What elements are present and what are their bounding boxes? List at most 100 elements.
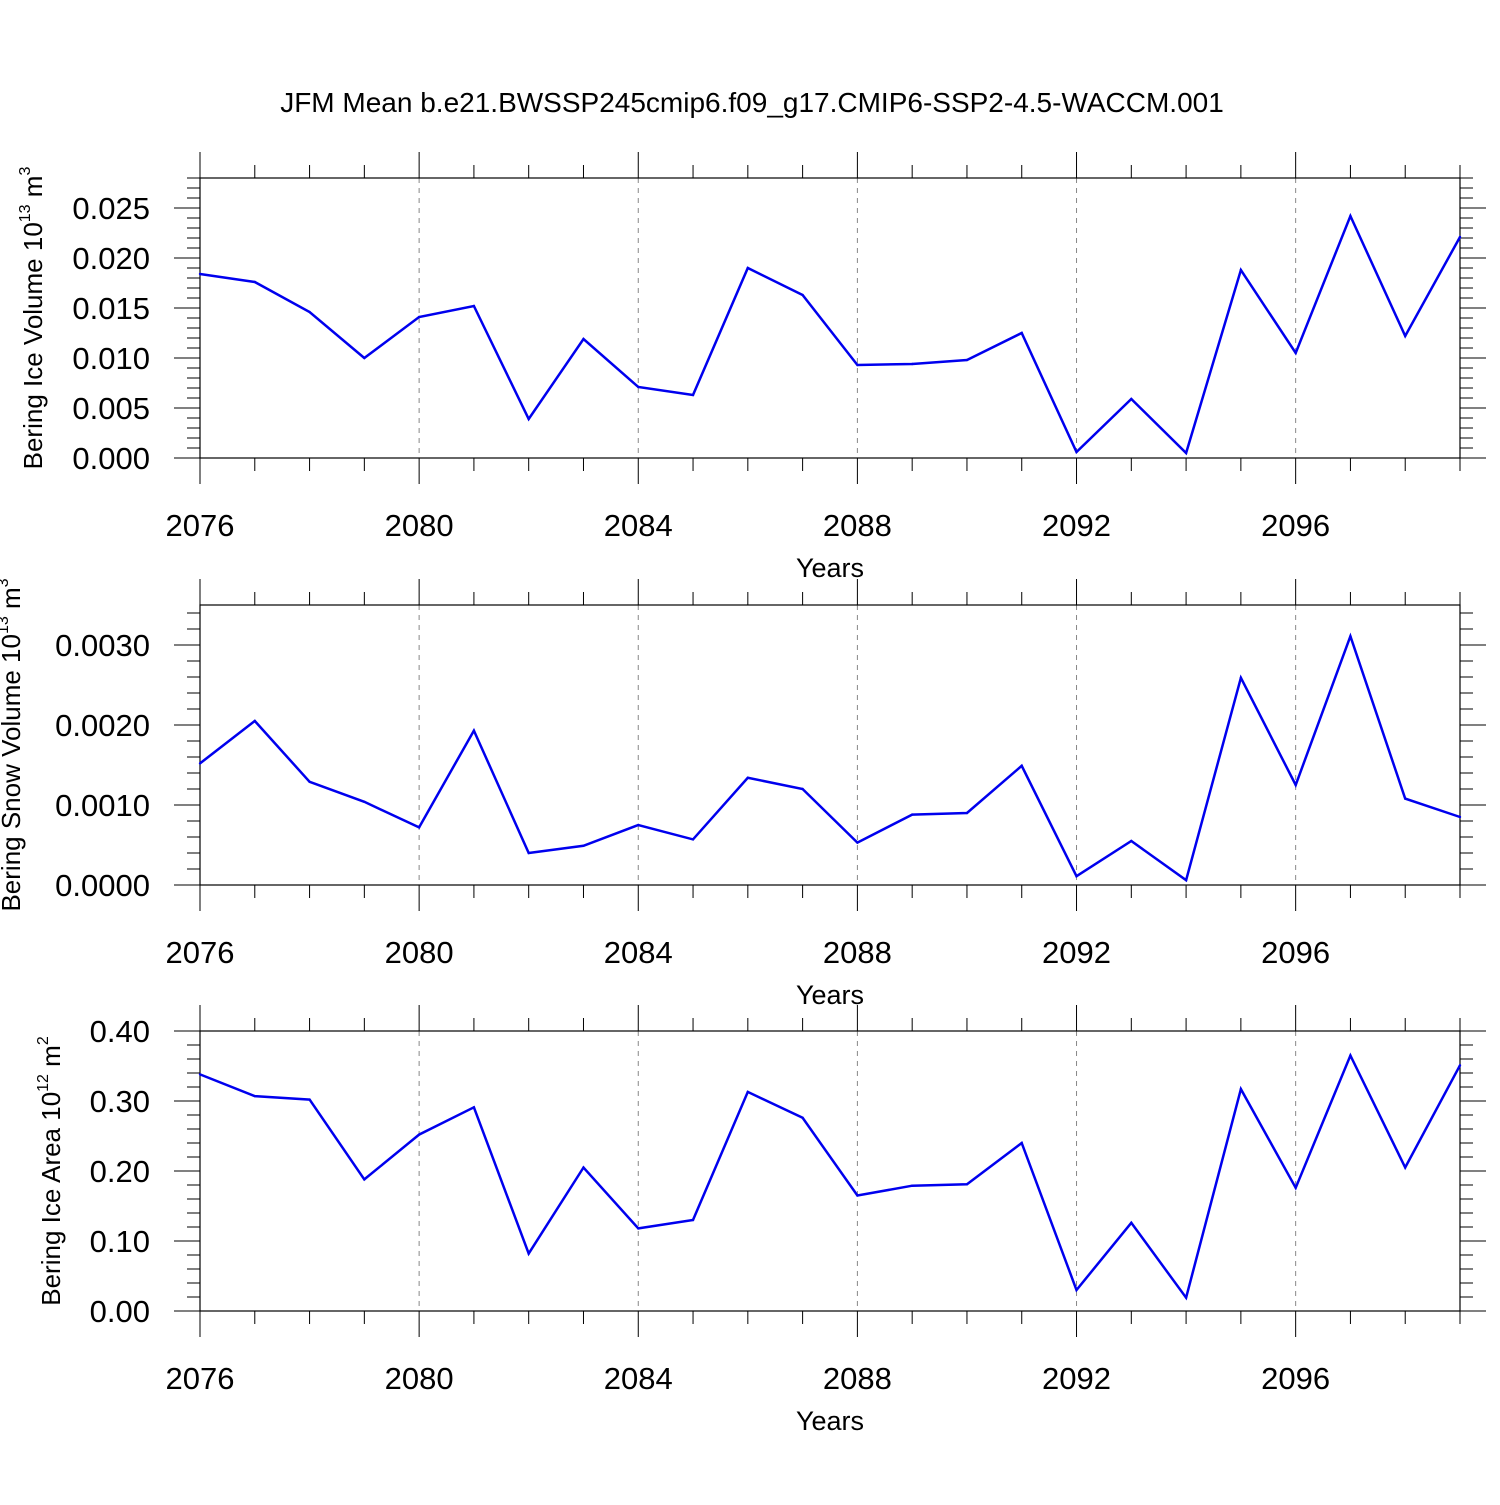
data-point <box>1458 815 1462 819</box>
x-tick-label: 2092 <box>1042 935 1111 970</box>
data-point <box>527 851 530 855</box>
y-axis-label-unit-exponent: 2 <box>35 1036 52 1045</box>
data-point <box>1130 1221 1133 1225</box>
x-tick-label: 2076 <box>166 508 235 543</box>
x-tick-label: 2080 <box>385 1361 454 1396</box>
y-tick-label: 0.30 <box>90 1084 150 1119</box>
data-point <box>198 272 202 276</box>
data-point <box>637 823 640 827</box>
data-point <box>417 1133 421 1136</box>
x-axis-label: Years <box>796 980 864 1010</box>
x-tick-label: 2076 <box>166 935 235 970</box>
y-axis-label-text: Bering Snow Volume 10 <box>0 634 26 912</box>
plot-frame <box>199 604 1461 886</box>
data-point <box>1075 875 1078 878</box>
data-point <box>746 266 750 270</box>
y-tick-label: 0.40 <box>90 1014 150 1049</box>
data-point <box>1184 451 1188 455</box>
x-tick-label: 2084 <box>604 1361 673 1396</box>
series-line <box>199 1052 1462 1301</box>
data-point <box>198 1073 202 1076</box>
data-point <box>472 729 476 732</box>
y-axis-label-unit-exponent: 3 <box>17 167 34 176</box>
data-point <box>1404 1166 1407 1169</box>
y-axis-label-unit: m <box>0 587 26 616</box>
data-point <box>363 356 366 360</box>
y-axis-label-text: Bering Ice Area 10 <box>36 1092 66 1306</box>
data-point <box>691 1218 695 1222</box>
x-tick-label: 2096 <box>1261 508 1330 543</box>
series-line <box>199 212 1462 456</box>
data-point <box>1349 214 1352 218</box>
data-point <box>253 280 256 284</box>
data-point <box>198 762 202 765</box>
data-point <box>1239 1087 1243 1091</box>
x-tick-label: 2080 <box>385 935 454 970</box>
y-tick-label: 0.0000 <box>55 868 150 903</box>
y-tick-label: 0.0020 <box>55 708 150 743</box>
data-point <box>308 310 311 314</box>
data-point <box>1184 879 1188 882</box>
y-tick-label: 0.20 <box>90 1154 150 1189</box>
plot-frame <box>199 1030 1461 1312</box>
data-point <box>746 1090 750 1094</box>
data-point <box>582 844 585 847</box>
y-axis-label-text: Bering Ice Volume 10 <box>18 222 48 469</box>
data-point <box>965 1183 969 1186</box>
series-line <box>199 632 1461 883</box>
chart-panel-2: 0.0000 0.0010 0.0020 0.0030 2076 2080 2084 2088… <box>0 578 1486 1010</box>
data-point <box>1294 351 1297 355</box>
data-point <box>363 1178 366 1181</box>
y-tick-label: 0.000 <box>72 441 150 476</box>
y-axis-label-unit-exponent: 3 <box>0 578 12 587</box>
data-point <box>1075 450 1078 454</box>
data-point <box>1294 783 1297 787</box>
data-point <box>1349 1054 1352 1057</box>
data-point <box>417 315 421 319</box>
data-point <box>472 304 476 308</box>
x-tick-label: 2096 <box>1261 935 1330 970</box>
chart-panel-1: 0.000 0.005 0.010 0.015 0.020 0.025 2076 2080 20… <box>17 152 1486 583</box>
data-point <box>801 293 804 297</box>
y-axis-label-exponent: 13 <box>17 204 34 222</box>
data-point <box>965 811 969 815</box>
chart-title: JFM Mean b.e21.BWSSP245cmip6.f09_g17.CMI… <box>280 87 1224 118</box>
y-axis-label: Bering Snow Volume 1013 m3 <box>0 578 26 911</box>
data-point <box>472 1106 476 1109</box>
data-point <box>1184 1296 1188 1299</box>
x-tick-label: 2076 <box>166 1361 235 1396</box>
data-point <box>582 1166 585 1169</box>
y-axis-label-exponent: 13 <box>0 616 12 634</box>
data-point <box>910 1184 914 1187</box>
data-point <box>308 1098 311 1101</box>
y-axis-label-unit: m <box>18 176 48 205</box>
data-point <box>746 776 750 779</box>
y-axis-label: Bering Ice Area 1012 m2 <box>35 1036 66 1306</box>
data-point <box>910 362 914 366</box>
data-point <box>527 1252 530 1255</box>
y-tick-label: 0.0010 <box>55 788 150 823</box>
data-point <box>1020 764 1023 767</box>
data-point <box>691 393 695 397</box>
y-tick-label: 0.015 <box>72 291 150 326</box>
data-point <box>1075 1288 1078 1292</box>
data-point <box>856 1194 859 1197</box>
data-point <box>1458 235 1462 239</box>
plot-frame <box>199 177 1461 459</box>
data-point <box>417 826 421 829</box>
data-point <box>1130 397 1133 401</box>
x-tick-label: 2084 <box>604 508 673 543</box>
data-point <box>363 800 366 803</box>
x-axis-label: Years <box>796 1406 864 1436</box>
y-tick-label: 0.00 <box>90 1294 150 1329</box>
x-tick-label: 2088 <box>823 935 892 970</box>
data-point <box>1404 334 1407 338</box>
data-point <box>856 363 859 367</box>
x-tick-label: 2092 <box>1042 508 1111 543</box>
data-point <box>1349 635 1352 638</box>
data-point <box>801 1116 804 1120</box>
data-point <box>1294 1186 1297 1190</box>
data-point <box>637 1227 640 1230</box>
